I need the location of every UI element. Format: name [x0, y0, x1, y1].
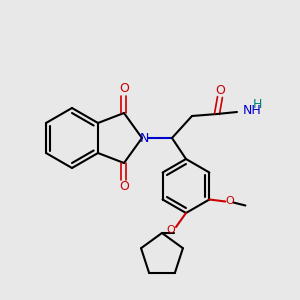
Text: O: O [215, 83, 225, 97]
Text: O: O [225, 196, 234, 206]
Text: O: O [167, 225, 176, 235]
Text: N: N [139, 131, 149, 145]
Text: O: O [119, 181, 129, 194]
Text: H: H [252, 98, 262, 112]
Text: O: O [119, 82, 129, 95]
Text: NH: NH [243, 104, 262, 118]
